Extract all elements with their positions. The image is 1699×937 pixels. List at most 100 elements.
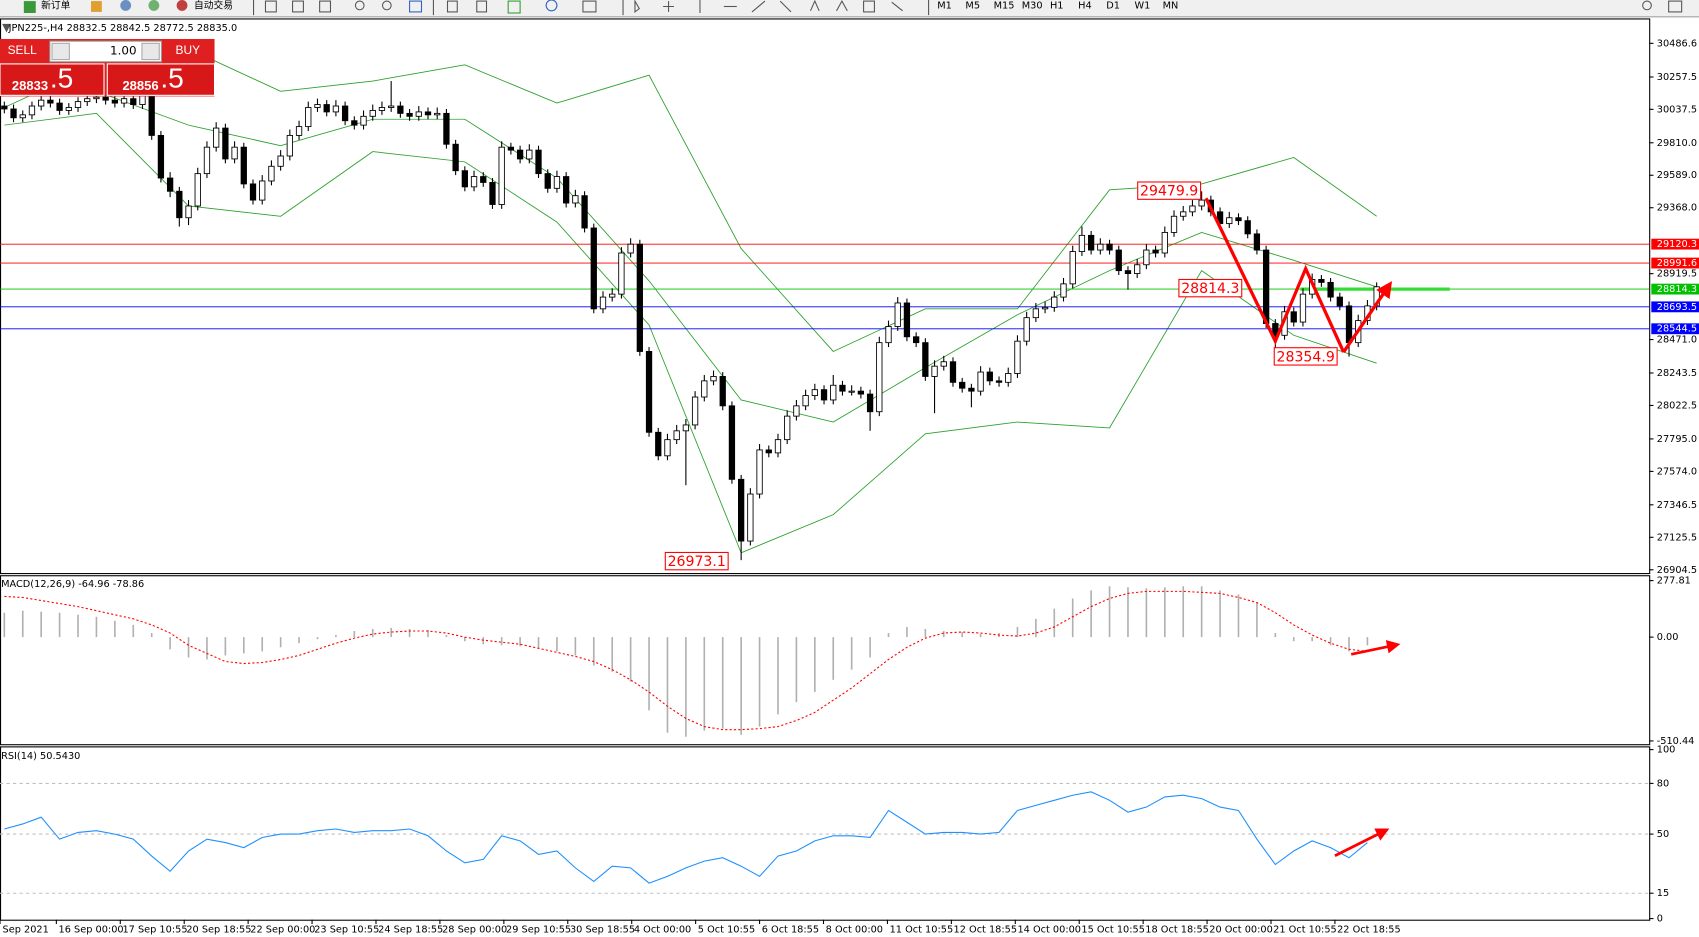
period-button[interactable]: H1 xyxy=(1050,0,1064,11)
y-tick-label: 28022.5 xyxy=(1657,400,1697,411)
sell-price[interactable]: 28833 xyxy=(12,78,48,93)
candle-body xyxy=(830,384,837,401)
candle-body xyxy=(139,95,146,105)
period-button[interactable]: M5 xyxy=(965,0,980,11)
y-tick-label: 27574.0 xyxy=(1657,466,1697,477)
price-annotation: 28814.3 xyxy=(1181,281,1239,297)
candle-body xyxy=(1235,217,1242,222)
candle-body xyxy=(1336,296,1343,307)
sell-button[interactable]: SELL xyxy=(8,43,38,57)
sell-price-box[interactable] xyxy=(0,63,105,96)
candle-body xyxy=(599,296,607,310)
candle-body xyxy=(1189,205,1196,213)
new-order-button[interactable]: 新订单 xyxy=(41,0,71,11)
y-tick-label: 29810.0 xyxy=(1657,138,1697,149)
buy-pips[interactable]: .5 xyxy=(160,63,183,94)
candle-body xyxy=(535,149,542,175)
period-button[interactable]: H4 xyxy=(1078,0,1092,11)
chart-menu-icon[interactable] xyxy=(2,23,11,33)
candle-body xyxy=(572,195,579,204)
price-level-label: 28814.3 xyxy=(1657,284,1697,295)
candle-body xyxy=(1318,279,1325,283)
lot-input[interactable] xyxy=(49,40,162,63)
tool-icon[interactable] xyxy=(120,0,132,11)
new-order-icon[interactable] xyxy=(23,1,36,13)
candle-body xyxy=(259,180,266,201)
buy-button[interactable]: BUY xyxy=(176,43,201,57)
candle-body xyxy=(811,389,818,396)
macd-header: MACD(12,26,9) -64.96 -78.86 xyxy=(1,579,144,590)
trend-arrow xyxy=(1204,197,1346,353)
rsi-header: RSI(14) 50.5430 xyxy=(1,751,80,762)
candle-body xyxy=(65,107,72,111)
rsi-line xyxy=(4,791,1368,884)
y-tick-label: 28471.0 xyxy=(1657,335,1697,346)
candle-body xyxy=(120,98,128,104)
candle-body xyxy=(645,351,653,433)
candle-body xyxy=(1,105,8,110)
rsi-arrow xyxy=(1334,828,1390,857)
candle-body xyxy=(1115,249,1122,272)
candle-body xyxy=(516,149,524,160)
x-tick-label: 23 Sep 10:55 xyxy=(314,924,379,935)
period-button[interactable]: W1 xyxy=(1134,0,1150,11)
candle-body xyxy=(38,99,45,107)
candle-body xyxy=(415,111,422,117)
chart-header: JPN225-,H4 28832.5 28842.5 28772.5 28835… xyxy=(8,23,238,34)
lot-up[interactable] xyxy=(141,42,160,61)
candle-body xyxy=(1032,308,1040,319)
tool-icon[interactable] xyxy=(148,0,160,11)
x-tick-label: 20 Oct 00:00 xyxy=(1209,924,1273,935)
auto-trading-button[interactable]: 自动交易 xyxy=(194,0,233,11)
candle-body xyxy=(1143,249,1150,266)
order-panel: SELL 1.00 BUY 28833 .5 28856 .5 xyxy=(0,38,216,97)
sell-pips[interactable]: .5 xyxy=(50,63,73,94)
candle-body xyxy=(397,105,404,114)
candle-body xyxy=(1262,249,1270,324)
x-tick-label: 30 Sep 18:55 xyxy=(570,924,635,935)
buy-price[interactable]: 28856 xyxy=(122,78,158,93)
price-level-label: 28544.5 xyxy=(1657,324,1697,335)
x-tick-label: 15 Oct 10:55 xyxy=(1081,924,1145,935)
period-button[interactable]: D1 xyxy=(1106,0,1120,11)
period-button[interactable]: M15 xyxy=(994,0,1015,11)
buy-price-box[interactable] xyxy=(106,63,216,96)
period-button[interactable]: MN xyxy=(1163,0,1179,11)
candle-body xyxy=(305,107,312,128)
price-level-label: 28991.6 xyxy=(1657,258,1697,269)
candle-body xyxy=(47,99,54,104)
x-tick-label: 28 Sep 00:00 xyxy=(442,924,507,935)
candle-body xyxy=(784,415,791,441)
candle-body xyxy=(931,365,938,377)
macd-arrow xyxy=(1350,640,1401,656)
lot-down[interactable] xyxy=(51,42,70,61)
y-tick-label: 27346.5 xyxy=(1657,500,1697,511)
candle-body xyxy=(590,227,597,310)
candle-body xyxy=(498,146,505,205)
candle-body xyxy=(912,336,920,344)
period-button[interactable]: M1 xyxy=(937,0,952,11)
y-tick-label: 28919.5 xyxy=(1657,269,1697,280)
period-button[interactable]: M30 xyxy=(1022,0,1043,11)
candle-body xyxy=(1180,211,1187,217)
candle-body xyxy=(1327,281,1334,298)
candle-body xyxy=(434,112,441,116)
lot-value[interactable]: 1.00 xyxy=(110,43,137,57)
candle-body xyxy=(1051,296,1058,308)
auto-trading-icon[interactable] xyxy=(176,0,188,11)
price-annotation-box xyxy=(664,551,729,571)
candle-body xyxy=(1290,311,1297,323)
x-tick-label: 4 Oct 00:00 xyxy=(634,924,691,935)
candle-body xyxy=(388,105,395,108)
candle-body xyxy=(1124,270,1132,275)
candle-body xyxy=(1272,323,1279,336)
candle-body xyxy=(1244,220,1251,235)
candle-body xyxy=(544,173,551,189)
tool-icon[interactable] xyxy=(91,1,102,12)
x-tick-label: 11 Oct 10:55 xyxy=(890,924,954,935)
candle-body xyxy=(277,155,284,167)
x-tick-label: 22 Sep 00:00 xyxy=(250,924,315,935)
candle-body xyxy=(802,395,809,407)
x-tick-label: 21 Oct 10:55 xyxy=(1273,924,1337,935)
